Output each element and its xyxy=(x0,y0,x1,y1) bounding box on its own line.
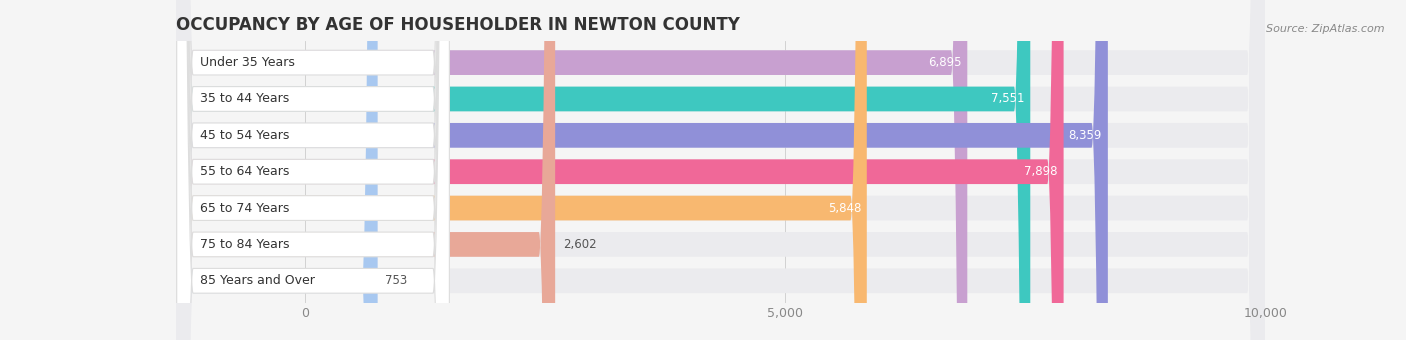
Text: 7,898: 7,898 xyxy=(1025,165,1057,178)
Text: 6,895: 6,895 xyxy=(928,56,962,69)
FancyBboxPatch shape xyxy=(177,0,450,340)
Text: Under 35 Years: Under 35 Years xyxy=(201,56,295,69)
Text: 75 to 84 Years: 75 to 84 Years xyxy=(201,238,290,251)
Text: 85 Years and Over: 85 Years and Over xyxy=(201,274,315,287)
Text: OCCUPANCY BY AGE OF HOUSEHOLDER IN NEWTON COUNTY: OCCUPANCY BY AGE OF HOUSEHOLDER IN NEWTO… xyxy=(176,16,740,34)
Text: 5,848: 5,848 xyxy=(828,202,860,215)
Text: 55 to 64 Years: 55 to 64 Years xyxy=(201,165,290,178)
FancyBboxPatch shape xyxy=(177,0,555,340)
FancyBboxPatch shape xyxy=(177,0,1264,340)
FancyBboxPatch shape xyxy=(177,0,450,340)
FancyBboxPatch shape xyxy=(177,0,1031,340)
Text: 2,602: 2,602 xyxy=(562,238,596,251)
FancyBboxPatch shape xyxy=(177,0,1108,340)
FancyBboxPatch shape xyxy=(177,0,866,340)
FancyBboxPatch shape xyxy=(177,0,1264,340)
FancyBboxPatch shape xyxy=(177,0,450,340)
Text: 65 to 74 Years: 65 to 74 Years xyxy=(201,202,290,215)
Text: 35 to 44 Years: 35 to 44 Years xyxy=(201,92,290,105)
Text: 753: 753 xyxy=(385,274,408,287)
Text: 7,551: 7,551 xyxy=(991,92,1025,105)
FancyBboxPatch shape xyxy=(177,0,1264,340)
FancyBboxPatch shape xyxy=(177,0,1264,340)
FancyBboxPatch shape xyxy=(177,0,1063,340)
Text: 45 to 54 Years: 45 to 54 Years xyxy=(201,129,290,142)
FancyBboxPatch shape xyxy=(177,0,1264,340)
FancyBboxPatch shape xyxy=(177,0,450,340)
FancyBboxPatch shape xyxy=(177,0,450,340)
Text: 8,359: 8,359 xyxy=(1069,129,1102,142)
Text: Source: ZipAtlas.com: Source: ZipAtlas.com xyxy=(1267,24,1385,34)
FancyBboxPatch shape xyxy=(177,0,450,340)
FancyBboxPatch shape xyxy=(177,0,450,340)
FancyBboxPatch shape xyxy=(177,0,1264,340)
FancyBboxPatch shape xyxy=(177,0,378,340)
FancyBboxPatch shape xyxy=(177,0,1264,340)
FancyBboxPatch shape xyxy=(177,0,967,340)
